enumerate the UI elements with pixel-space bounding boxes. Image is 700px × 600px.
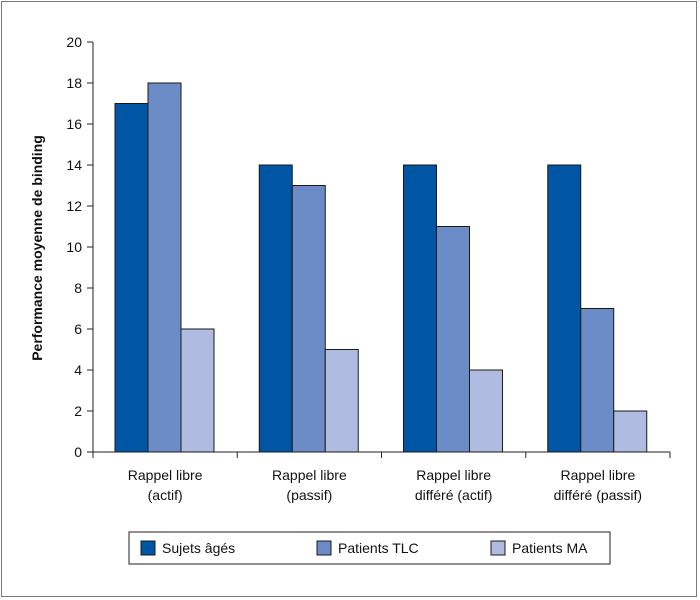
y-tick-label: 6: [74, 321, 82, 337]
bar: [580, 308, 615, 453]
bar: [403, 164, 437, 453]
x-axis: Rappel libre (actif) Rappel libre (passif) R…: [92, 451, 671, 503]
bar: [469, 369, 503, 453]
x-category-label: (passif): [286, 487, 332, 503]
bar: [258, 164, 293, 453]
y-tick-label: 10: [66, 239, 82, 255]
y-tick-label: 2: [74, 403, 82, 419]
bar: [147, 82, 182, 453]
y-tick-label: 12: [66, 198, 82, 214]
y-tick-label: 4: [74, 362, 82, 378]
x-category-label: différé (passif): [554, 487, 642, 503]
x-category-label: différé (actif): [415, 487, 493, 503]
legend-box: [128, 531, 611, 565]
legend-swatch: [140, 540, 156, 556]
bar: [180, 328, 215, 453]
bar: [436, 226, 470, 453]
y-tick-label: 20: [66, 34, 82, 50]
legend: Sujets âgés Patients TLC Patients MA: [128, 531, 611, 565]
x-category-label: Rappel libre: [561, 467, 636, 483]
bars: [114, 82, 648, 453]
y-tick-label: 16: [66, 116, 82, 132]
y-tick-label: 18: [66, 75, 82, 91]
x-category-label: Rappel libre: [128, 467, 203, 483]
legend-swatch: [490, 540, 506, 556]
bar: [613, 410, 648, 453]
x-category-label: Rappel libre: [416, 467, 491, 483]
y-axis: 0 2 4 6 8 10 12 14 16 18 20: [66, 34, 94, 460]
y-tick-label: 8: [74, 280, 82, 296]
y-tick-label: 14: [66, 157, 82, 173]
bar: [114, 103, 149, 453]
legend-label: Sujets âgés: [162, 540, 235, 556]
y-tick-label: 0: [74, 444, 82, 460]
bar: [547, 164, 582, 453]
bar: [324, 349, 359, 453]
legend-label: Patients TLC: [338, 540, 419, 556]
legend-swatch: [316, 540, 332, 556]
bar: [291, 185, 326, 453]
x-category-label: Rappel libre: [272, 467, 347, 483]
y-axis-label: Performance moyenne de binding: [29, 135, 45, 361]
legend-label: Patients MA: [512, 540, 588, 556]
x-category-label: (actif): [148, 487, 183, 503]
